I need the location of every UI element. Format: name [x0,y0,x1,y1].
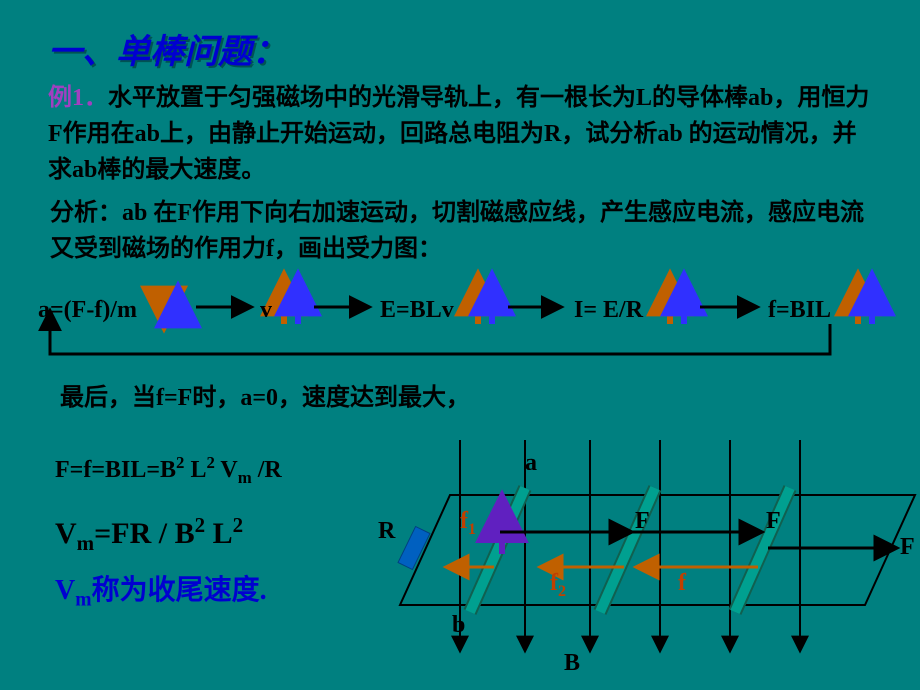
diagram-label-r: R [378,518,396,544]
analysis-text: 分析：ab 在F作用下向右加速运动，切割磁感应线，产生感应电流，感应电流又受到磁… [50,195,875,267]
equation-3: Vm称为收尾速度. [55,570,267,615]
flow-node-i: I= E/R [574,292,643,328]
diagram-label-B: B [564,650,580,676]
diagram-label-F1: F [635,508,650,534]
section-title: 一、单棒问题： [48,24,286,73]
flow-node-f: f=BIL [768,292,831,328]
conclusion-text: 最后，当f=F时，a=0，速度达到最大， [60,380,470,416]
rail-diagram: a b R B F F F f1 f2 f [370,420,910,680]
equation-1: F=f=BIL=B2 L2 Vm /R [55,450,282,490]
diagram-label-b: b [452,612,465,638]
diagram-label-f1: f1 [460,508,476,538]
flow-node-e: E=BLv [380,292,454,328]
diagram-label-f2: f2 [550,570,566,600]
diagram-label-F3: F [900,534,915,560]
flow-node-a: a=(F-f)/m [38,292,137,328]
diagram-label-f: f [678,570,687,596]
problem-body: 水平放置于匀强磁场中的光滑导轨上，有一根长为L的导体棒ab，用恒力F作用在ab上… [48,85,869,183]
diagram-label-F2: F [766,508,781,534]
diagram-label-a: a [525,450,537,476]
example-label: 例1． [48,85,108,111]
problem-text: 例1．水平放置于匀强磁场中的光滑导轨上，有一根长为L的导体棒ab，用恒力F作用在… [48,80,873,188]
equation-2: Vm=FR / B2 L2 [55,510,243,560]
flow-node-v: v [260,292,272,328]
